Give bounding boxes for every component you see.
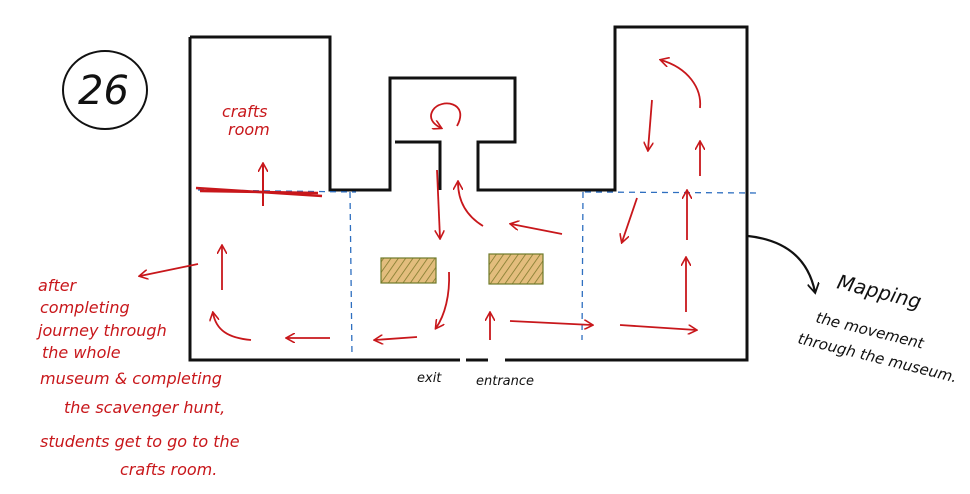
- page-number-circle: [62, 50, 148, 130]
- arrow-bottom-left-1: [375, 337, 418, 340]
- caption: Mapping the movement through the museum.: [796, 270, 959, 387]
- side-note-line: journey through: [36, 321, 167, 340]
- divider-horizontal-right: [584, 191, 761, 194]
- exhibit-left: [380, 257, 437, 284]
- divider-vertical-left: [349, 191, 353, 357]
- side-note: after completing journey through the who…: [36, 276, 240, 479]
- side-note-line: museum & completing: [40, 369, 222, 388]
- arrow-top-right-down: [648, 99, 652, 150]
- arrow-left-curve: [213, 313, 252, 341]
- movement-arrows: [140, 60, 700, 340]
- side-note-line: completing: [40, 298, 130, 317]
- arrow-alcove-down: [437, 169, 440, 238]
- crafts-room-entry-line: [195, 186, 323, 198]
- caption-pointer-arrow: [747, 234, 815, 292]
- arrow-alcove-loop: [430, 102, 462, 128]
- page-number-badge: 26: [62, 50, 148, 130]
- side-note-line: crafts room.: [120, 460, 217, 479]
- arrow-bottom-right-2: [619, 324, 696, 330]
- side-note-line: the whole: [42, 343, 121, 362]
- arrow-right-left-down: [622, 197, 638, 242]
- arrow-middle-left: [511, 224, 563, 235]
- arrow-top-right-curve: [661, 60, 701, 109]
- exit-label: exit: [417, 371, 442, 386]
- caption-line: Mapping: [835, 270, 924, 314]
- arrow-to-note: [140, 263, 199, 276]
- side-note-line: after: [38, 276, 78, 295]
- floor-plan-walls: [188, 25, 749, 362]
- zone-dividers: [197, 189, 761, 357]
- side-note-line: students get to go to the: [40, 432, 240, 451]
- crafts-room-label-line2: room: [228, 120, 270, 139]
- exhibit-right: [488, 253, 544, 285]
- side-note-line: the scavenger hunt,: [64, 398, 225, 417]
- entrance-label: entrance: [476, 374, 534, 389]
- crafts-room-label-line1: crafts: [222, 102, 267, 121]
- arrow-center-down: [436, 271, 450, 328]
- arrow-bottom-right-1: [509, 321, 592, 325]
- page-number-text: 26: [78, 68, 129, 114]
- arrow-center-curve: [458, 182, 484, 227]
- divider-vertical-right: [581, 191, 584, 341]
